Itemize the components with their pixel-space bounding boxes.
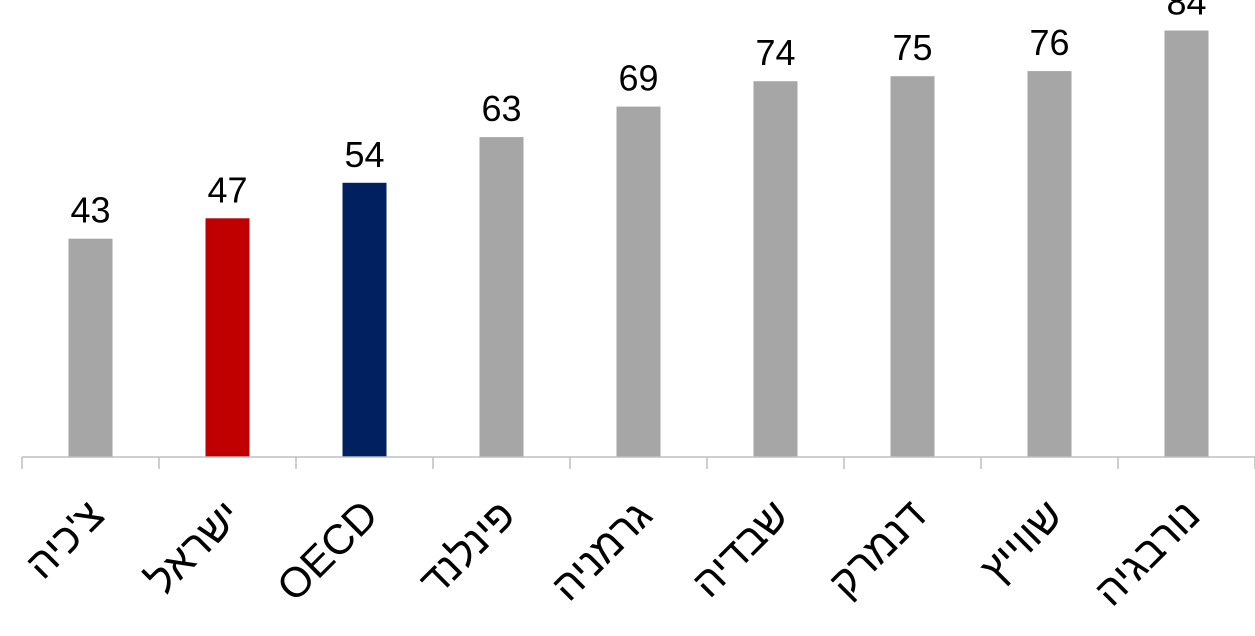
x-tick-label-0: צ'כיה (16, 491, 113, 588)
x-tick-label-6: דנמרק (820, 491, 935, 606)
x-tick-label-3: פינלנד (410, 491, 524, 605)
bar-2 (342, 182, 387, 458)
bar-4 (616, 106, 661, 457)
bar-3 (479, 137, 524, 457)
data-label-7: 76 (1029, 22, 1069, 63)
data-labels-group: 43 47 54 63 69 74 75 76 84 (70, 0, 1206, 231)
x-tick-label-2: OECD (268, 491, 387, 610)
data-label-4: 69 (618, 58, 658, 99)
bar-1 (205, 218, 250, 457)
data-label-8: 84 (1166, 0, 1206, 23)
bar-0 (68, 238, 113, 457)
x-tick-labels-group: צ'כיה ישראל OECD פינלנד גרמניה שבדיה דנמרק שווי… (16, 491, 1209, 615)
x-tick-label-1: ישראל (137, 491, 249, 603)
data-label-2: 54 (344, 134, 384, 175)
bar-5 (753, 81, 798, 457)
x-tick-label-8: נורבגיה (1085, 491, 1209, 615)
data-label-3: 63 (481, 88, 521, 129)
x-tick-label-4: גרמניה (542, 491, 661, 610)
bar-7 (1027, 71, 1072, 457)
data-label-6: 75 (892, 27, 932, 68)
data-label-0: 43 (70, 190, 110, 231)
bars-group (68, 30, 1209, 458)
bar-6 (890, 76, 935, 457)
bar-8 (1164, 30, 1209, 457)
x-tick-label-7: שווייץ (971, 491, 1072, 592)
x-tick-label-5: שבדיה (683, 491, 798, 606)
x-axis (21, 456, 1255, 469)
data-label-1: 47 (207, 169, 247, 210)
data-label-5: 74 (755, 32, 795, 73)
